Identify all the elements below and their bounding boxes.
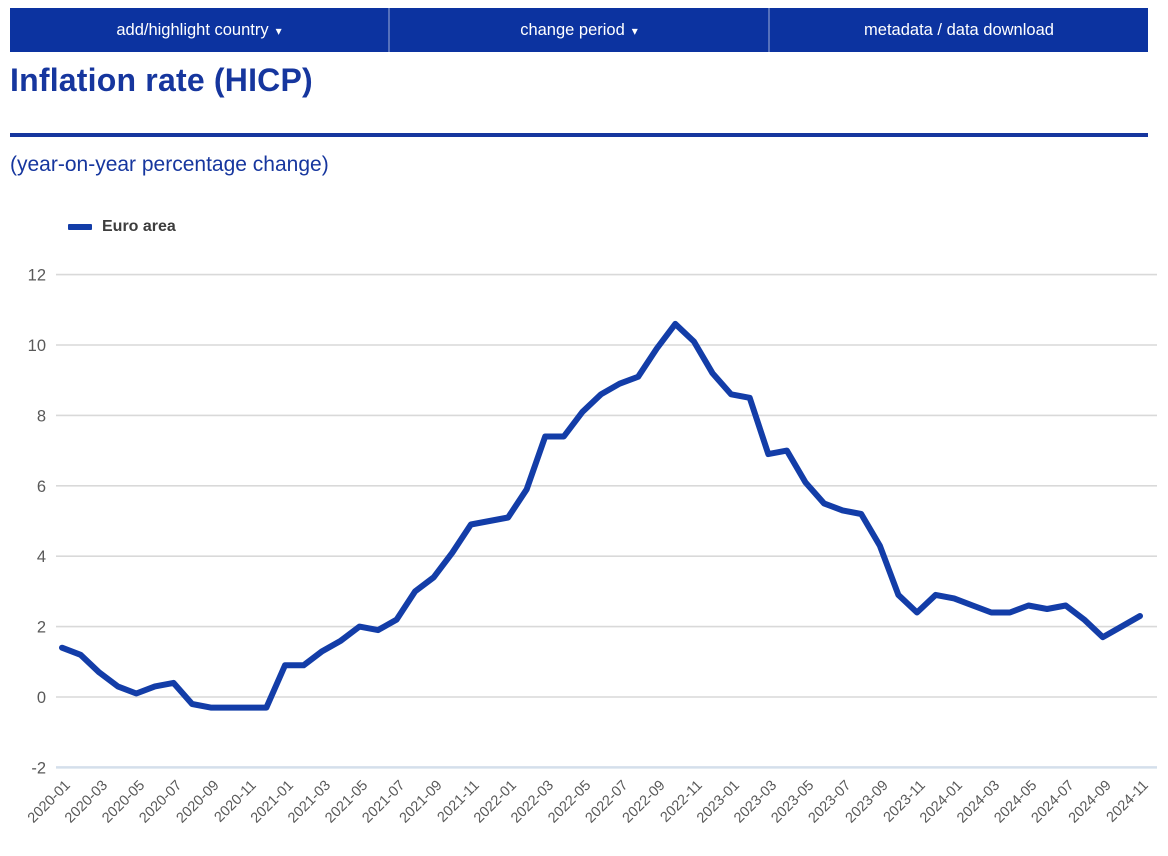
change-period-button[interactable]: change period ▾ — [388, 8, 768, 52]
chevron-down-icon: ▾ — [631, 24, 638, 38]
metadata-download-button[interactable]: metadata / data download — [768, 8, 1148, 52]
legend-line-marker — [68, 224, 92, 230]
chart-legend: Euro area — [68, 218, 176, 236]
svg-text:8: 8 — [37, 407, 46, 425]
page-subtitle: (year-on-year percentage change) — [10, 153, 329, 176]
svg-text:-2: -2 — [31, 759, 46, 777]
svg-text:2024-11: 2024-11 — [1104, 778, 1152, 826]
svg-text:4: 4 — [37, 548, 46, 566]
svg-text:0: 0 — [37, 689, 46, 707]
title-divider — [10, 133, 1148, 137]
metadata-download-label: metadata / data download — [864, 20, 1054, 39]
page-title: Inflation rate (HICP) — [10, 62, 313, 98]
toolbar: add/highlight country ▾ change period ▾ … — [10, 8, 1148, 52]
svg-text:2: 2 — [37, 619, 46, 637]
add-highlight-country-button[interactable]: add/highlight country ▾ — [10, 8, 388, 52]
x-axis-labels: 2020-012020-032020-052020-072020-092020-… — [25, 778, 1152, 827]
svg-text:6: 6 — [37, 478, 46, 496]
gridlines — [56, 273, 1157, 769]
euro-area-series-line — [59, 320, 1143, 711]
add-highlight-country-label: add/highlight country — [116, 20, 269, 39]
change-period-label: change period — [520, 20, 625, 39]
legend-series-label: Euro area — [102, 218, 176, 235]
y-axis-labels: 12 10 8 6 4 2 0 -2 — [28, 267, 46, 778]
chevron-down-icon: ▾ — [275, 24, 282, 38]
svg-text:12: 12 — [28, 267, 46, 285]
svg-text:10: 10 — [28, 337, 46, 355]
